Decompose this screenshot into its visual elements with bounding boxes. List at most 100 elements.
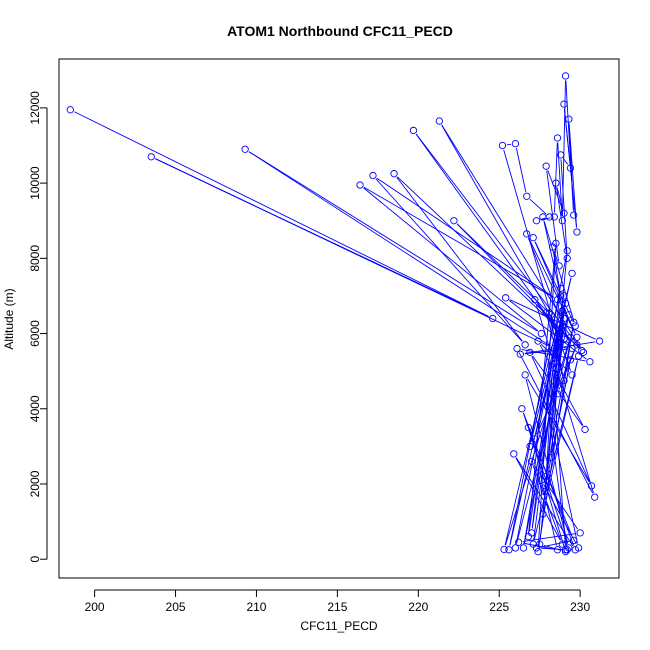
chart-title: ATOM1 Northbound CFC11_PECD [227,23,453,39]
data-point [542,472,550,481]
data-point [521,371,529,379]
y-tick-label: 6000 [28,320,42,347]
data-point [547,311,555,319]
data-point [566,333,575,341]
series-segment [556,187,564,209]
data-point [558,307,567,315]
data-point [566,164,575,172]
data-point [531,435,539,443]
x-axis-label: CFC11_PECD [300,619,377,633]
data-point [574,544,583,552]
data-point [563,247,571,255]
data-point [534,337,542,345]
data-point [550,344,558,353]
data-point [558,540,567,548]
data-point [241,145,249,153]
series-segment [545,371,553,472]
series-segment [504,300,564,546]
data-point [409,126,418,135]
data-point [542,309,550,317]
series-segment [560,159,568,254]
x-tick-label: 200 [85,600,105,614]
series-segment [530,277,572,443]
series-segment [441,124,563,336]
series-segment [543,544,562,551]
data-point [587,482,596,490]
data-point [505,546,513,554]
series-segment [509,299,596,340]
data-point [526,442,534,451]
x-tick-label: 210 [246,600,266,614]
series-segment [529,431,573,537]
data-point [550,359,558,368]
data-point [557,151,565,159]
data-point [561,546,570,554]
data-point [566,356,575,364]
data-point [558,322,567,330]
data-point [529,233,537,242]
data-point [369,171,377,180]
data-point [561,548,570,556]
series-segment [248,151,538,332]
data-point [576,529,584,537]
data-point [547,454,555,462]
series-segment [540,547,563,550]
data-point [390,170,398,178]
series-segment [396,177,523,342]
x-tick-label: 220 [408,600,428,614]
series-segment [528,247,556,533]
data-point [513,344,521,353]
y-tick-label: 10000 [28,166,42,200]
series-segment [516,341,570,544]
series-segment [533,315,563,540]
y-tick-label: 2000 [28,470,42,497]
data-point [511,544,520,552]
data-point [524,423,533,432]
series-segment [537,303,564,342]
data-point [560,292,568,300]
data-point [570,318,578,326]
series-segment [568,123,578,228]
data-point [558,217,567,225]
x-axis: 200 205 210 215 220 225 230 [85,589,590,614]
series-segment [563,158,569,165]
data-point [498,141,507,150]
series-segment [547,170,563,210]
series-segment [543,221,575,322]
data-point [540,487,549,496]
series-segment [506,143,512,146]
series-segment [546,326,574,473]
data-point [561,341,570,349]
data-point [537,329,545,338]
data-point [561,299,570,308]
data-point [553,390,562,398]
data-point [565,311,573,319]
data-point [544,403,552,411]
series-segment [552,371,566,546]
data-point [539,510,547,518]
data-point [147,153,155,161]
data-point [515,538,523,546]
data-point [578,346,586,355]
data-point [537,476,545,484]
data-point [553,134,562,142]
data-point [489,314,497,323]
series-segment [515,457,574,547]
series-segment [535,303,594,493]
data-point [532,217,541,225]
data-point [581,425,589,434]
data-point [450,217,458,225]
series-segment [363,186,554,298]
y-tick-label: 8000 [28,245,42,272]
data-point [502,294,510,302]
y-axis-label: Altitude (m) [2,288,16,349]
data-point [529,540,537,548]
series-segment [515,315,562,544]
data-point [560,100,568,108]
data-point [579,348,588,356]
series-segment [376,177,555,298]
data-point [568,344,576,353]
series-segment [529,198,547,215]
data-point [557,292,565,300]
